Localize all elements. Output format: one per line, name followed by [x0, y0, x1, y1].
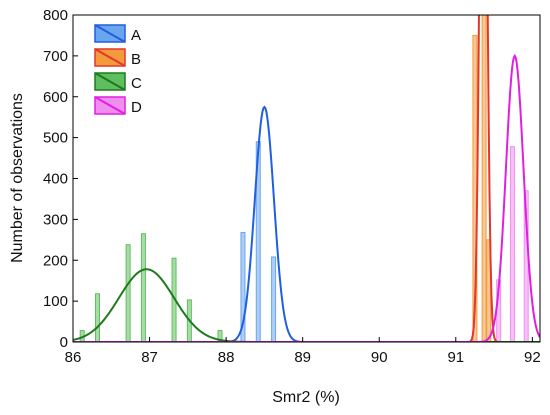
x-tick-label: 92 [524, 349, 541, 366]
x-axis: 86 87 88 89 90 91 92 [65, 337, 541, 366]
x-tick-label: 91 [447, 349, 464, 366]
fit-curve-c [73, 268, 540, 342]
histogram-bar-c [125, 244, 131, 342]
legend-item-c: C [94, 72, 142, 92]
x-tick-label: 87 [141, 349, 158, 366]
histogram-bar-a [240, 231, 246, 342]
legend-swatch-line [94, 72, 126, 91]
legend-label: B [131, 51, 141, 68]
y-tick-label: 100 [43, 293, 68, 310]
x-tick-label: 86 [65, 349, 82, 366]
histogram-bar-c [140, 233, 146, 342]
y-axis: 0 100 200 300 400 500 600 700 800 [43, 7, 78, 351]
histogram-bar-a [271, 256, 277, 342]
legend-item-a: A [94, 24, 141, 44]
y-tick-label: 800 [43, 7, 68, 24]
legend-label: D [131, 99, 142, 116]
y-tick-label: 200 [43, 252, 68, 269]
x-tick-label: 90 [371, 349, 388, 366]
y-tick-label: 700 [43, 48, 68, 65]
histogram-bar-c [94, 293, 100, 342]
plot-background [73, 15, 540, 342]
legend-swatch-line [94, 48, 126, 67]
y-tick-label: 600 [43, 89, 68, 106]
legend-label: C [131, 75, 142, 92]
histogram-bar-b [481, 15, 487, 342]
histogram-bar-d [509, 146, 515, 342]
bars-layer [79, 15, 529, 342]
y-tick-label: 0 [60, 334, 68, 351]
y-axis-title: Number of observations [9, 93, 26, 263]
legend-item-b: B [94, 48, 141, 68]
x-tick-label: 89 [294, 349, 311, 366]
x-tick-label: 88 [218, 349, 235, 366]
y-tick-label: 300 [43, 211, 68, 228]
legend-swatch-line [94, 24, 126, 43]
x-axis-title: Smr2 (%) [272, 389, 340, 406]
y-tick-label: 400 [43, 171, 68, 188]
legend-label: A [131, 27, 141, 44]
y-tick-label: 500 [43, 130, 68, 147]
legend-swatch-line [94, 96, 126, 115]
legend-item-d: D [94, 96, 142, 116]
